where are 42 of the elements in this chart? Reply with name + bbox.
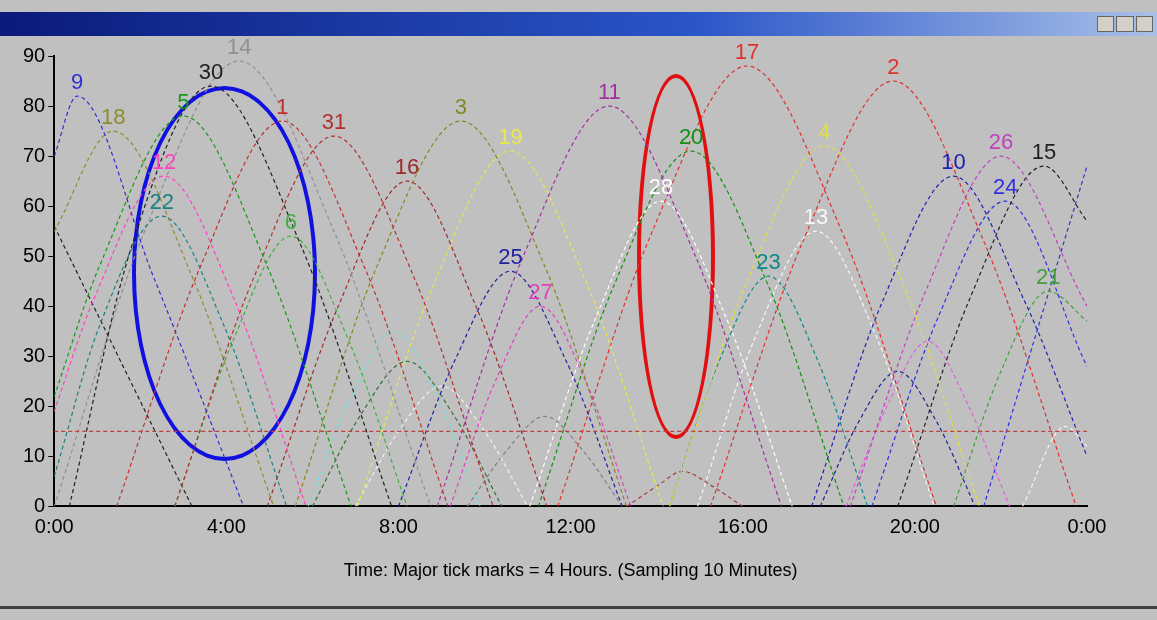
series-label: 4 bbox=[818, 119, 831, 145]
y-tick-label: 20 bbox=[23, 393, 46, 416]
series-label: 25 bbox=[498, 244, 523, 270]
series-label: 30 bbox=[198, 59, 224, 85]
x-tick-label: 16:00 bbox=[717, 514, 768, 537]
series-label: 31 bbox=[321, 109, 347, 135]
x-tick-label: 20:00 bbox=[889, 514, 940, 537]
y-tick-label: 80 bbox=[23, 93, 46, 116]
x-tick-label: 0:00 bbox=[34, 514, 74, 537]
series-label: 16 bbox=[394, 154, 420, 180]
series-label: 17 bbox=[734, 39, 760, 65]
series-label: 23 bbox=[756, 249, 781, 275]
series-label: 22 bbox=[149, 189, 175, 215]
series-label: 21 bbox=[1036, 264, 1061, 290]
series-label: 6 bbox=[284, 209, 298, 235]
y-tick-label: 70 bbox=[23, 143, 46, 166]
series-label: 3 bbox=[454, 94, 468, 120]
x-tick-label: 8:00 bbox=[379, 514, 418, 537]
series-label: 1 bbox=[276, 94, 289, 120]
x-tick-label: 4:00 bbox=[206, 514, 246, 537]
y-tick-label: 40 bbox=[23, 293, 46, 316]
series-label: 13 bbox=[803, 204, 829, 230]
x-tick-label: 12:00 bbox=[545, 514, 596, 537]
series-label: 20 bbox=[678, 124, 704, 150]
series-label: 2 bbox=[887, 54, 900, 80]
series-label: 27 bbox=[528, 279, 553, 305]
y-tick-label: 60 bbox=[23, 193, 46, 216]
series-label: 26 bbox=[988, 129, 1014, 155]
y-tick-label: 50 bbox=[23, 243, 46, 266]
y-tick-label: 30 bbox=[23, 343, 46, 366]
series-label: 10 bbox=[941, 149, 966, 175]
y-tick-label: 10 bbox=[23, 443, 46, 466]
y-tick-label: 0 bbox=[34, 493, 46, 516]
series-label: 9 bbox=[70, 69, 84, 95]
series-label: 18 bbox=[100, 104, 126, 130]
series-label: 11 bbox=[597, 79, 621, 105]
x-axis-title: Time: Major tick marks = 4 Hours. (Sampling 10 Minutes) bbox=[343, 560, 798, 581]
series-label: 15 bbox=[1031, 139, 1057, 165]
x-tick-label: 0:00 bbox=[1067, 514, 1107, 537]
series-label: 24 bbox=[993, 174, 1018, 200]
y-tick-label: 90 bbox=[23, 43, 46, 66]
series-label: 19 bbox=[498, 124, 523, 150]
